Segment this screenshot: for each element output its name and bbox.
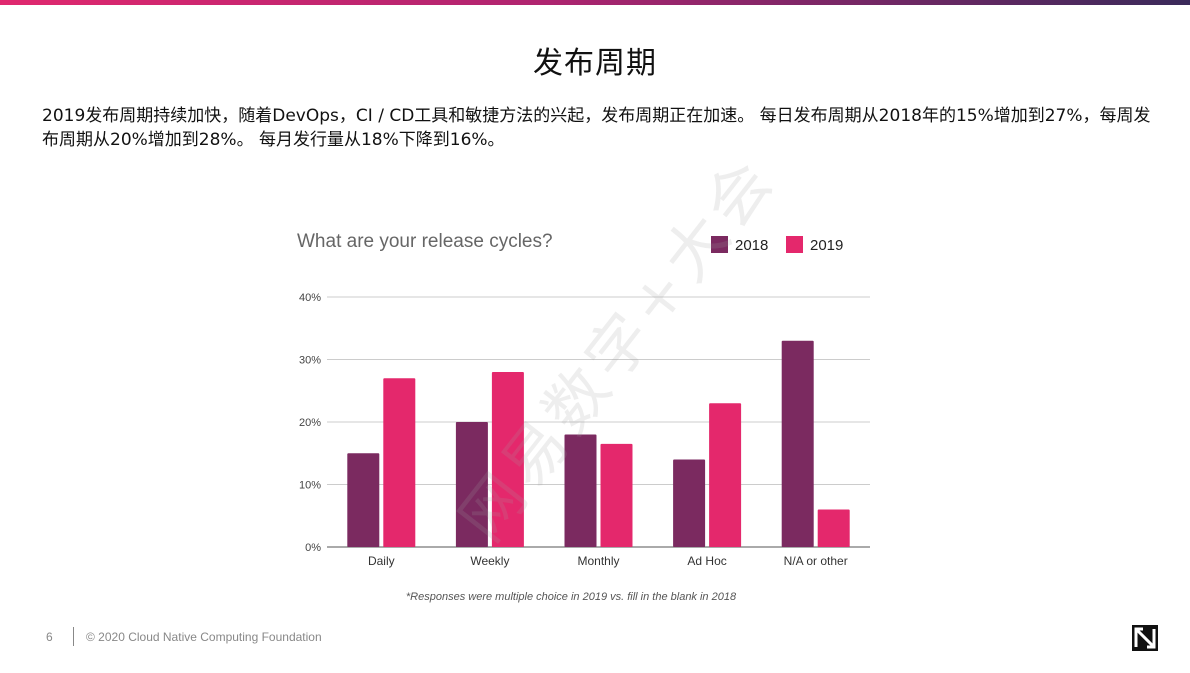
y-tick-label: 10% xyxy=(299,480,321,492)
bar-2018-n-a-or-other xyxy=(781,340,814,547)
x-tick-label: Ad Hoc xyxy=(687,554,726,568)
x-tick-label: N/A or other xyxy=(784,554,848,568)
x-tick-label: Weekly xyxy=(470,554,509,568)
legend-swatch-2018 xyxy=(711,236,728,253)
bar-2019-ad-hoc xyxy=(709,403,742,547)
y-tick-label: 0% xyxy=(305,542,321,554)
page-number: 6 xyxy=(46,630,53,644)
legend-swatch-2019 xyxy=(786,236,803,253)
chart-title: What are your release cycles? xyxy=(297,231,553,252)
bar-2018-daily xyxy=(347,453,380,547)
x-tick-label: Monthly xyxy=(577,554,619,568)
footer-copyright: © 2020 Cloud Native Computing Foundation xyxy=(86,630,322,644)
slide-body-text: 2019发布周期持续加快，随着DevOps，CI / CD工具和敏捷方法的兴起，… xyxy=(42,106,1151,150)
cncf-logo-icon xyxy=(1132,625,1158,651)
x-tick-label: Daily xyxy=(368,554,395,568)
bar-2018-weekly xyxy=(455,422,488,547)
legend-label-2019: 2019 xyxy=(810,237,843,254)
y-tick-label: 20% xyxy=(299,417,321,429)
bar-2019-weekly xyxy=(491,372,524,547)
bar-2019-monthly xyxy=(600,443,633,547)
y-tick-label: 30% xyxy=(299,355,321,367)
legend-label-2018: 2018 xyxy=(735,237,768,254)
slide-title: 发布周期 xyxy=(533,46,657,81)
footer-divider xyxy=(73,627,74,646)
y-tick-label: 40% xyxy=(299,292,321,304)
top-accent-bar xyxy=(0,0,1190,5)
bar-2018-ad-hoc xyxy=(673,459,706,547)
chart-footnote: *Responses were multiple choice in 2019 … xyxy=(406,591,737,603)
bar-2019-daily xyxy=(383,378,416,547)
bar-2018-monthly xyxy=(564,434,597,547)
bar-2019-n-a-or-other xyxy=(817,509,850,547)
